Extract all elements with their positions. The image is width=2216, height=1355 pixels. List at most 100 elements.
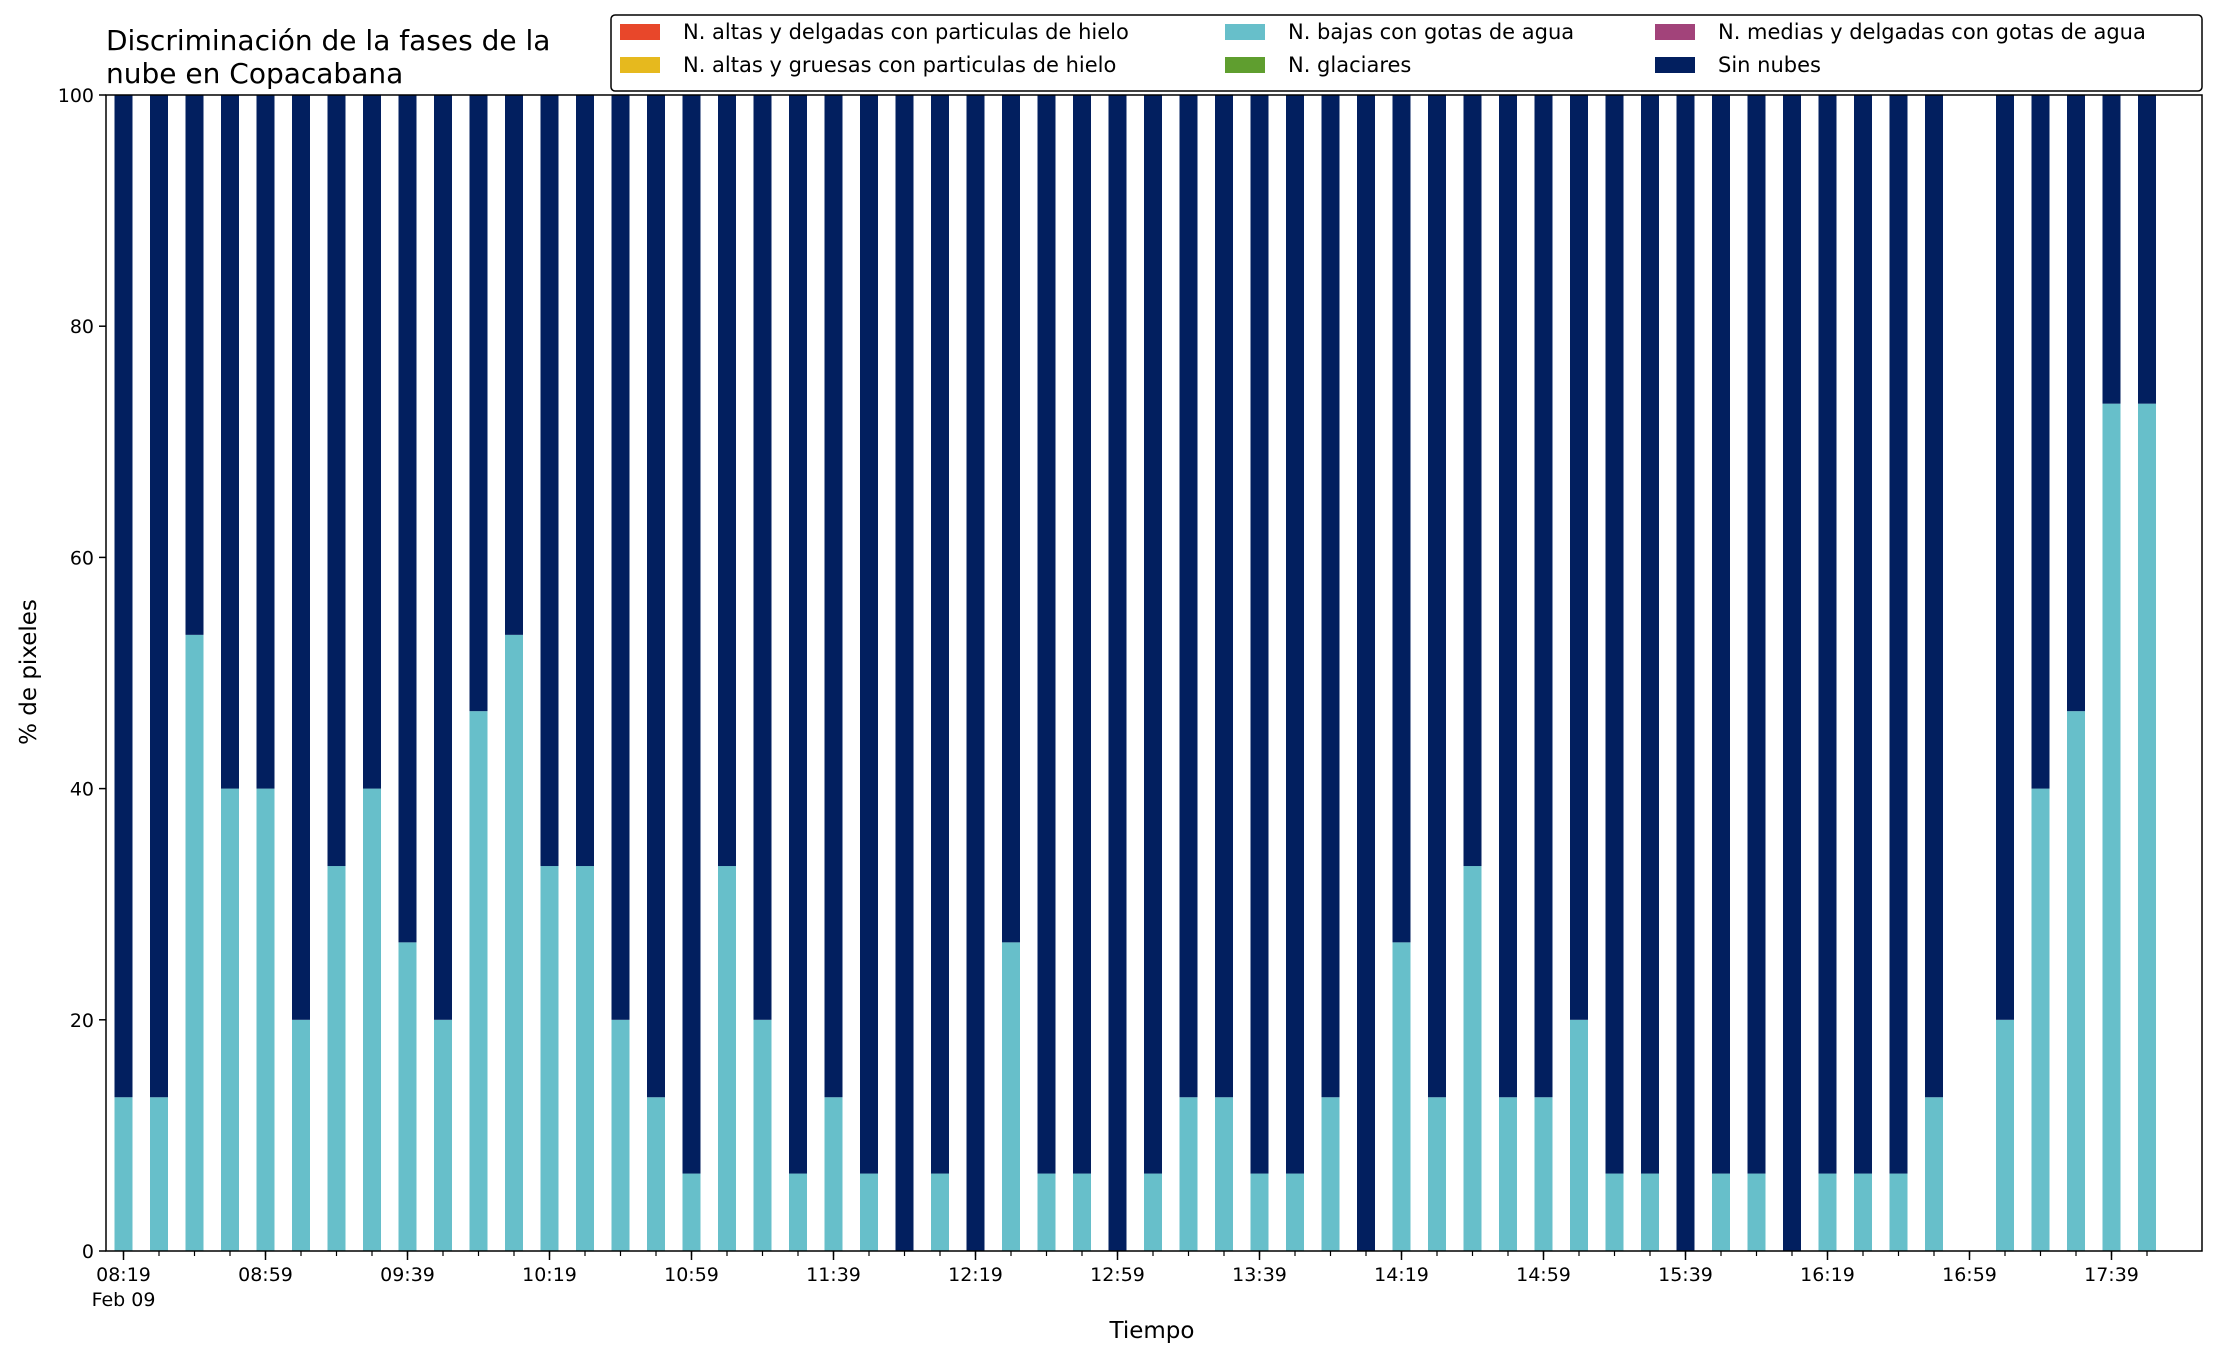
bar-5-42 [1605, 95, 1624, 1174]
y-tick-label-4: 80 [70, 316, 94, 338]
bar-5-0 [114, 95, 133, 1098]
bar-5-6 [327, 95, 346, 867]
bar-2-8 [398, 942, 417, 1251]
bar-5-19 [789, 95, 807, 1174]
x-tick-label-8: 13:39 [1232, 1264, 1287, 1286]
bar-2-13 [576, 866, 594, 1251]
legend-swatch-1 [620, 57, 660, 73]
bar-5-39 [1499, 95, 1517, 1098]
bar-5-17 [718, 95, 736, 867]
bar-2-37 [1428, 1097, 1446, 1251]
bar-2-2 [185, 634, 204, 1251]
bar-2-39 [1499, 1097, 1517, 1251]
bar-2-4 [256, 788, 275, 1251]
bar-2-46 [1747, 1173, 1766, 1251]
bar-2-55 [2067, 711, 2085, 1251]
bar-5-12 [540, 95, 559, 867]
bar-2-56 [2102, 403, 2121, 1251]
bar-5-3 [221, 95, 239, 789]
bar-2-27 [1073, 1173, 1091, 1251]
y-axis-label: % de pixeles [16, 599, 42, 745]
bar-5-5 [292, 95, 310, 1020]
chart-title-line-1: Discriminación de la fases de la [106, 24, 550, 57]
bar-2-20 [824, 1097, 843, 1251]
bars-layer [114, 95, 2156, 1251]
x-tick-label-3: 10:19 [522, 1264, 577, 1286]
bar-2-15 [647, 1097, 665, 1251]
legend-label-1: N. altas y gruesas con particulas de hie… [683, 53, 1116, 77]
bar-2-17 [718, 866, 736, 1251]
legend-label-5: Sin nubes [1718, 53, 1821, 77]
bar-5-2 [185, 95, 204, 635]
y-tick-label-3: 60 [70, 547, 94, 569]
bar-5-38 [1463, 95, 1482, 867]
bar-5-1 [150, 95, 168, 1098]
bar-2-11 [505, 634, 523, 1251]
bar-2-49 [1854, 1173, 1872, 1251]
bar-5-31 [1215, 95, 1233, 1098]
legend-label-2: N. bajas con gotas de agua [1288, 20, 1574, 44]
legend-label-3: N. glaciares [1288, 53, 1411, 77]
bar-2-12 [540, 866, 559, 1251]
bar-5-32 [1250, 95, 1269, 1174]
legend-frame [610, 14, 2203, 92]
bar-5-29 [1144, 95, 1162, 1174]
bar-5-4 [256, 95, 275, 789]
bar-5-35 [1357, 95, 1375, 1251]
bar-2-42 [1605, 1173, 1624, 1251]
x-tick-label-4: 10:59 [664, 1264, 719, 1286]
bar-2-18 [753, 1019, 772, 1251]
chart-title-line-2: nube en Copacabana [106, 57, 403, 90]
bar-2-54 [2031, 788, 2050, 1251]
bar-5-57 [2138, 95, 2156, 404]
bar-5-18 [753, 95, 772, 1020]
bar-5-54 [2031, 95, 2050, 789]
bar-2-36 [1392, 942, 1411, 1251]
y-tick-label-2: 40 [70, 779, 94, 801]
bar-2-51 [1925, 1097, 1943, 1251]
bar-2-19 [789, 1173, 807, 1251]
bar-2-50 [1889, 1173, 1908, 1251]
x-date-label: Feb 09 [92, 1289, 156, 1311]
bar-2-29 [1144, 1173, 1162, 1251]
y-tick-label-1: 20 [70, 1010, 94, 1032]
x-tick-label-5: 11:39 [806, 1264, 861, 1286]
bar-2-45 [1712, 1173, 1730, 1251]
x-tick-label-6: 12:19 [948, 1264, 1003, 1286]
bar-5-8 [398, 95, 417, 943]
bar-2-34 [1321, 1097, 1340, 1251]
x-tick-label-9: 14:19 [1374, 1264, 1429, 1286]
bar-5-10 [469, 95, 488, 712]
bar-2-10 [469, 711, 488, 1251]
legend-swatch-3 [1225, 57, 1265, 73]
bar-5-27 [1073, 95, 1091, 1174]
legend-swatch-0 [620, 24, 660, 40]
bar-5-30 [1179, 95, 1198, 1098]
bar-5-41 [1570, 95, 1588, 1020]
x-tick-label-14: 17:39 [2084, 1264, 2139, 1286]
bar-5-21 [860, 95, 878, 1174]
y-tick-label-5: 100 [58, 85, 94, 107]
bar-5-46 [1747, 95, 1766, 1174]
bar-2-14 [611, 1019, 630, 1251]
x-tick-label-0: 08:19 [96, 1264, 151, 1286]
bar-5-28 [1108, 95, 1127, 1251]
bar-2-3 [221, 788, 239, 1251]
bar-2-6 [327, 866, 346, 1251]
bar-5-24 [966, 95, 985, 1251]
bar-5-20 [824, 95, 843, 1098]
bar-2-33 [1286, 1173, 1304, 1251]
legend-label-0: N. altas y delgadas con particulas de hi… [683, 20, 1129, 44]
bar-5-25 [1002, 95, 1020, 943]
bar-5-45 [1712, 95, 1730, 1174]
bar-5-34 [1321, 95, 1340, 1098]
x-tick-label-7: 12:59 [1090, 1264, 1145, 1286]
bar-5-15 [647, 95, 665, 1098]
bar-5-40 [1534, 95, 1553, 1098]
bar-5-14 [611, 95, 630, 1020]
bar-2-25 [1002, 942, 1020, 1251]
bar-5-55 [2067, 95, 2085, 712]
axes-layer: 0 20 40 60 80 100 08:19 08:59 09:39 10:19 10:59 11:… [58, 85, 2203, 1311]
bar-5-51 [1925, 95, 1943, 1098]
